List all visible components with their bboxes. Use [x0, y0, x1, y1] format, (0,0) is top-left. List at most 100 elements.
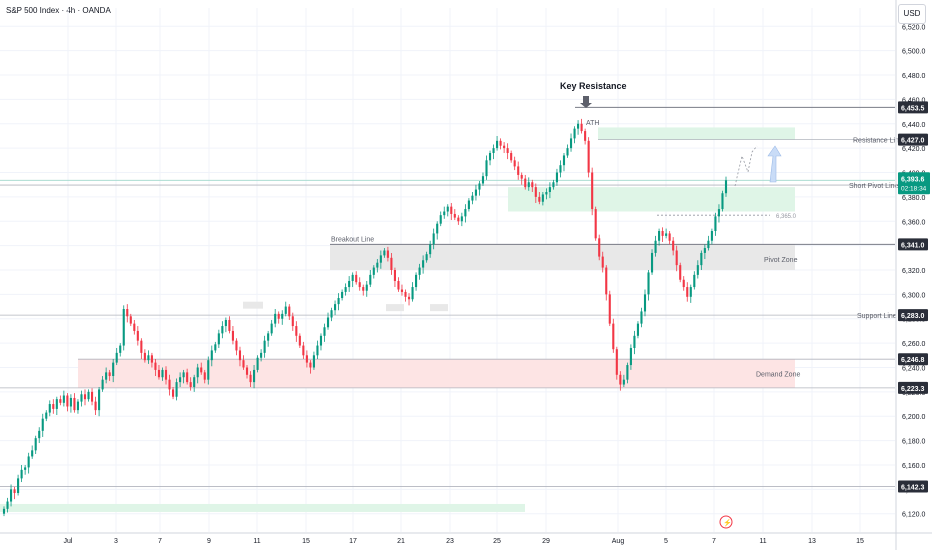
candle	[143, 352, 146, 361]
candle	[686, 287, 689, 297]
zone-marker	[386, 304, 404, 312]
lightning-icon[interactable]	[719, 515, 733, 529]
candle	[633, 335, 636, 348]
candle	[481, 176, 485, 184]
candle	[270, 323, 273, 334]
candle	[326, 317, 330, 328]
candle	[390, 257, 393, 270]
candle	[714, 216, 717, 232]
label-key-resistance: Key Resistance	[560, 81, 627, 91]
candle	[372, 267, 375, 275]
time-tick-label: Jul	[64, 538, 73, 545]
candle	[492, 148, 495, 154]
candle	[76, 401, 80, 411]
label-ath: ATH	[586, 120, 599, 127]
candle	[682, 279, 685, 288]
candle	[541, 194, 544, 202]
candle	[277, 313, 280, 319]
candle	[615, 349, 618, 375]
candle	[503, 145, 506, 149]
candle	[703, 248, 706, 253]
candle	[485, 160, 488, 177]
candle	[362, 287, 365, 291]
candle	[721, 193, 724, 210]
candle	[418, 267, 421, 275]
price-tick-label: 6,240.0	[902, 365, 925, 372]
candle	[214, 344, 217, 351]
candle	[643, 294, 647, 312]
candle	[488, 153, 492, 161]
candle	[34, 438, 37, 451]
currency-button[interactable]: USD	[898, 4, 926, 24]
price-tick-label: 6,260.0	[902, 341, 925, 348]
candle	[221, 326, 224, 334]
candle	[386, 250, 389, 258]
candle	[429, 244, 432, 255]
zone-bottom-strip	[0, 503, 525, 512]
price-tick-label: 6,200.0	[902, 414, 925, 421]
candle	[27, 456, 30, 468]
candle	[217, 333, 220, 345]
candle	[260, 352, 263, 358]
candle	[133, 323, 136, 331]
level-price-label: 6,341.0	[901, 242, 924, 249]
time-tick-label: Aug	[612, 538, 625, 545]
candle	[274, 313, 277, 324]
candle	[6, 501, 9, 509]
candle	[87, 391, 90, 400]
key-resistance-arrow-icon	[580, 96, 592, 108]
candle	[351, 274, 354, 281]
candle	[650, 252, 654, 273]
candle	[69, 397, 72, 407]
zone-marker	[430, 304, 448, 312]
candle	[62, 395, 65, 403]
time-tick-label: 25	[493, 538, 501, 545]
chart-title: S&P 500 Index · 4h · OANDA	[6, 6, 111, 15]
candle	[182, 372, 185, 378]
candle	[45, 412, 48, 419]
annotations: ⚡ Key Resistance ATH Resistance Line Short P…	[331, 81, 903, 529]
candle	[710, 231, 713, 241]
candle	[555, 172, 559, 183]
price-tick-label: 6,320.0	[902, 268, 925, 275]
candle	[573, 128, 576, 139]
candle	[520, 174, 523, 179]
candle	[506, 148, 509, 154]
candle	[175, 382, 178, 397]
candle	[291, 316, 294, 327]
candle	[538, 196, 541, 202]
candle	[126, 308, 129, 317]
level-price-badge	[898, 133, 928, 146]
candle	[154, 362, 157, 370]
candle	[647, 272, 650, 295]
candle	[256, 357, 259, 370]
candle	[446, 206, 449, 212]
candle	[112, 362, 115, 377]
candle	[55, 399, 58, 409]
candle	[90, 391, 94, 402]
candle	[2, 508, 6, 514]
candle	[267, 333, 270, 341]
candle	[355, 274, 358, 283]
time-tick-label: 15	[302, 538, 310, 545]
candle	[203, 372, 206, 380]
candle	[334, 304, 337, 311]
candle	[594, 209, 597, 239]
time-tick-label: 3	[114, 538, 118, 545]
candle	[9, 489, 13, 502]
candle	[407, 296, 411, 300]
candle	[513, 160, 516, 167]
time-tick-label: 15	[856, 538, 864, 545]
price-tick-label: 6,300.0	[902, 292, 925, 299]
candle	[288, 306, 291, 317]
candle	[439, 215, 442, 224]
candle	[654, 240, 657, 253]
candle	[330, 310, 333, 318]
candle	[119, 345, 122, 353]
candle	[101, 379, 104, 390]
candle	[80, 394, 83, 402]
candle	[675, 250, 678, 266]
candle	[98, 389, 101, 411]
